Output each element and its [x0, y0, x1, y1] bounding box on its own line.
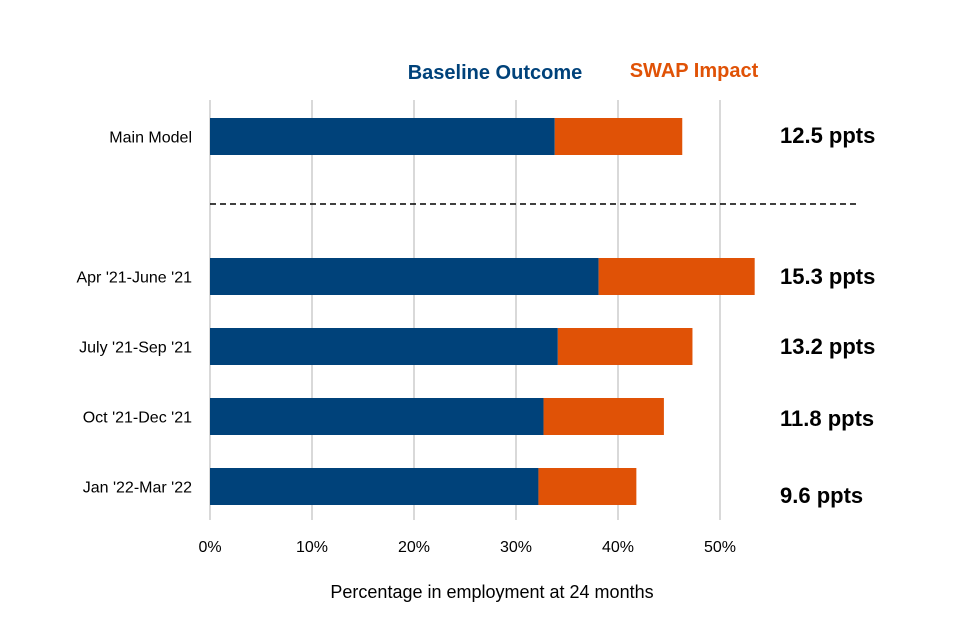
x-tick-label: 0% [198, 539, 221, 556]
gridlines [209, 100, 721, 520]
impact-annotation: 12.5 ppts [780, 123, 875, 148]
category-label: Main Model [109, 130, 192, 147]
bar-baseline [210, 398, 544, 435]
bar-swap-impact [543, 398, 664, 435]
impact-annotations: 12.5 ppts 15.3 ppts 13.2 ppts 11.8 ppts 9.6 … [780, 123, 875, 508]
legend-swap-impact: SWAP Impact [630, 60, 759, 82]
bar-baseline [210, 468, 539, 505]
x-tick-label: 40% [602, 539, 634, 556]
category-label: July '21-Sep '21 [79, 340, 192, 357]
x-tick-label: 50% [704, 539, 736, 556]
bar-baseline [210, 258, 599, 295]
x-tick-label: 30% [500, 539, 532, 556]
x-tick-label: 10% [296, 539, 328, 556]
impact-annotation: 11.8 ppts [780, 406, 874, 431]
legend-baseline: Baseline Outcome [408, 62, 583, 84]
x-tick-labels: 0% 10% 20% 30% 40% 50% [198, 539, 736, 556]
impact-annotation: 15.3 ppts [780, 264, 875, 289]
category-label: Jan '22-Mar '22 [83, 480, 192, 497]
impact-annotation: 9.6 ppts [780, 483, 863, 508]
bar-swap-impact [554, 118, 683, 155]
impact-annotation: 13.2 ppts [780, 334, 875, 359]
bar-swap-impact [598, 258, 755, 295]
x-axis-label: Percentage in employment at 24 months [330, 582, 653, 602]
bar-baseline [210, 328, 558, 365]
category-labels: Main Model Apr '21-June '21 July '21-Sep '… [76, 130, 192, 497]
bars [210, 118, 755, 505]
category-label: Apr '21-June '21 [76, 270, 192, 287]
category-label: Oct '21-Dec '21 [83, 410, 192, 427]
bar-baseline [210, 118, 555, 155]
x-tick-label: 20% [398, 539, 430, 556]
bar-swap-impact [557, 328, 693, 365]
bar-swap-impact [538, 468, 637, 505]
